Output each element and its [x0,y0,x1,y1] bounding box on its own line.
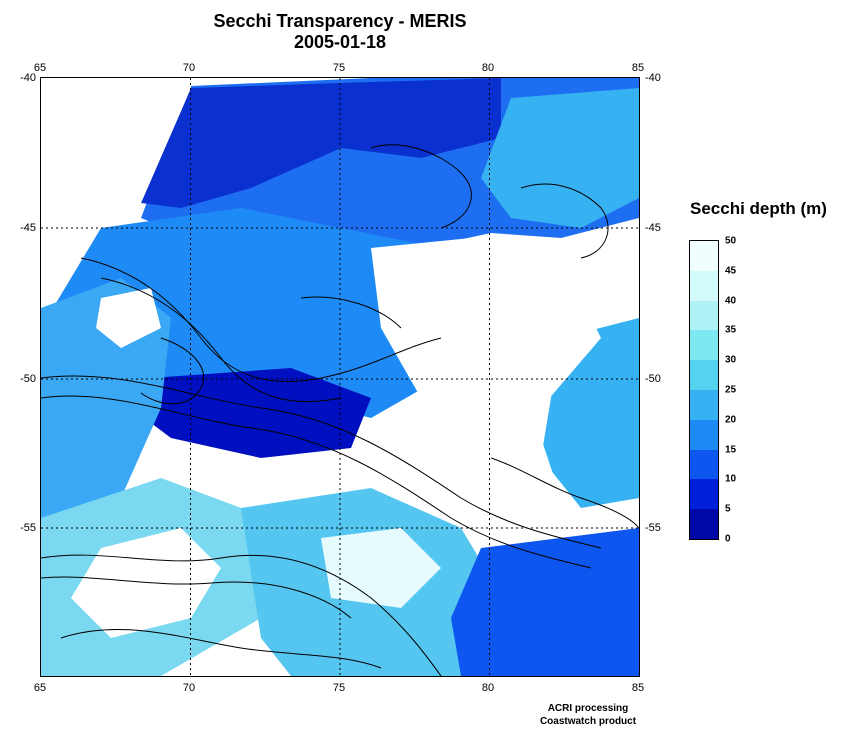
data-region-southeast-dark [451,528,639,676]
colorbar-tick-label: 35 [725,324,737,336]
secchi-depth-raster [41,78,639,676]
lon-tick-bottom: 85 [631,682,645,694]
lat-tick-left: -50 [20,373,36,385]
colorbar-tick-label: 45 [725,265,737,277]
bathymetry-contours [41,144,639,676]
lon-tick-bottom: 65 [33,682,47,694]
colorbar-segment [690,241,718,272]
lon-tick-top: 85 [631,62,645,74]
processing-credit: ACRI processing [547,703,629,714]
lat-tick-left: -40 [20,72,36,84]
cloud-gap [371,408,561,518]
lon-tick-bottom: 70 [182,682,196,694]
colorbar-tick-label: 30 [725,354,737,366]
lon-tick-top: 75 [332,62,346,74]
secchi-map [40,77,640,677]
data-region-northeast [481,88,639,228]
colorbar-segment [690,330,718,361]
colorbar-segment [690,479,718,510]
cloud-gap [96,288,161,348]
lon-tick-bottom: 75 [332,682,346,694]
cloud-gap [71,528,221,638]
colorbar-segment [690,509,718,540]
colorbar-tick-label: 25 [725,384,737,396]
data-region-dark-core [131,368,371,458]
lat-tick-left: -45 [20,222,36,234]
map-date: 2005-01-18 [293,32,387,52]
colorbar-tick-label: 50 [725,235,737,247]
map-title: Secchi Transparency - MERIS [213,11,467,31]
cloud-gap [371,238,601,418]
product-credit: Coastwatch product [539,716,637,727]
lon-tick-top: 65 [33,62,47,74]
colorbar-tick-label: 20 [725,414,737,426]
lat-tick-left: -55 [20,522,36,534]
lat-tick-right: -50 [645,373,661,385]
colorbar-segment [690,300,718,331]
cloud-gap [41,78,191,258]
colorbar-tick-label: 10 [725,473,737,485]
lat-tick-right: -40 [645,72,661,84]
colorbar-tick-label: 0 [725,533,731,545]
secchi-colorbar [689,240,719,540]
colorbar-tick-label: 40 [725,295,737,307]
cloud-gap [321,528,441,608]
colorbar-segment [690,270,718,302]
lat-tick-right: -55 [645,522,661,534]
lon-tick-top: 70 [182,62,196,74]
colorbar-segment [690,360,718,391]
colorbar-tick-label: 15 [725,444,737,456]
colorbar-tick-label: 5 [725,503,731,515]
colorbar-title: Secchi depth (m) [690,199,827,218]
colorbar-segment [690,449,718,480]
lon-tick-top: 80 [481,62,495,74]
colorbar-segment [690,390,718,421]
data-region-north-dark [141,78,501,208]
colorbar-segment [690,419,718,451]
lon-tick-bottom: 80 [481,682,495,694]
lat-tick-right: -45 [645,222,661,234]
